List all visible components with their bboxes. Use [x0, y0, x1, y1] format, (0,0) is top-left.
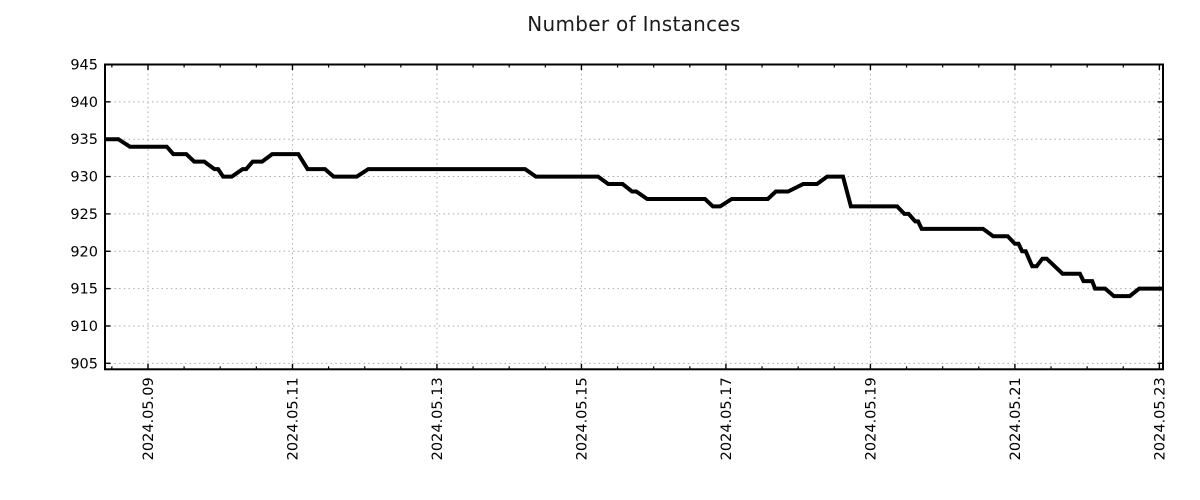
y-tick-label: 935 [70, 132, 98, 148]
chart-title: Number of Instances [527, 12, 741, 36]
x-tick-label: 2024.05.17 [719, 377, 735, 460]
x-tick-label: 2024.05.19 [863, 377, 879, 460]
y-tick-label: 930 [70, 170, 98, 186]
series-line [104, 137, 1163, 299]
y-tick-label: 940 [70, 95, 98, 111]
y-tick-label: 910 [70, 319, 98, 335]
y-tick-label: 915 [70, 282, 98, 298]
y-tick-label: 920 [70, 244, 98, 260]
y-tick-label: 925 [70, 207, 98, 223]
x-tick-label: 2024.05.23 [1152, 377, 1168, 460]
y-tick-label: 945 [70, 58, 98, 74]
x-tick-label: 2024.05.15 [574, 377, 590, 460]
x-tick-label: 2024.05.21 [1008, 377, 1024, 460]
plot-border [104, 63, 1164, 371]
x-tick-label: 2024.05.11 [285, 377, 301, 460]
y-tick-label: 905 [70, 356, 98, 372]
x-tick-label: 2024.05.09 [141, 377, 157, 460]
x-tick-label: 2024.05.13 [430, 377, 446, 460]
